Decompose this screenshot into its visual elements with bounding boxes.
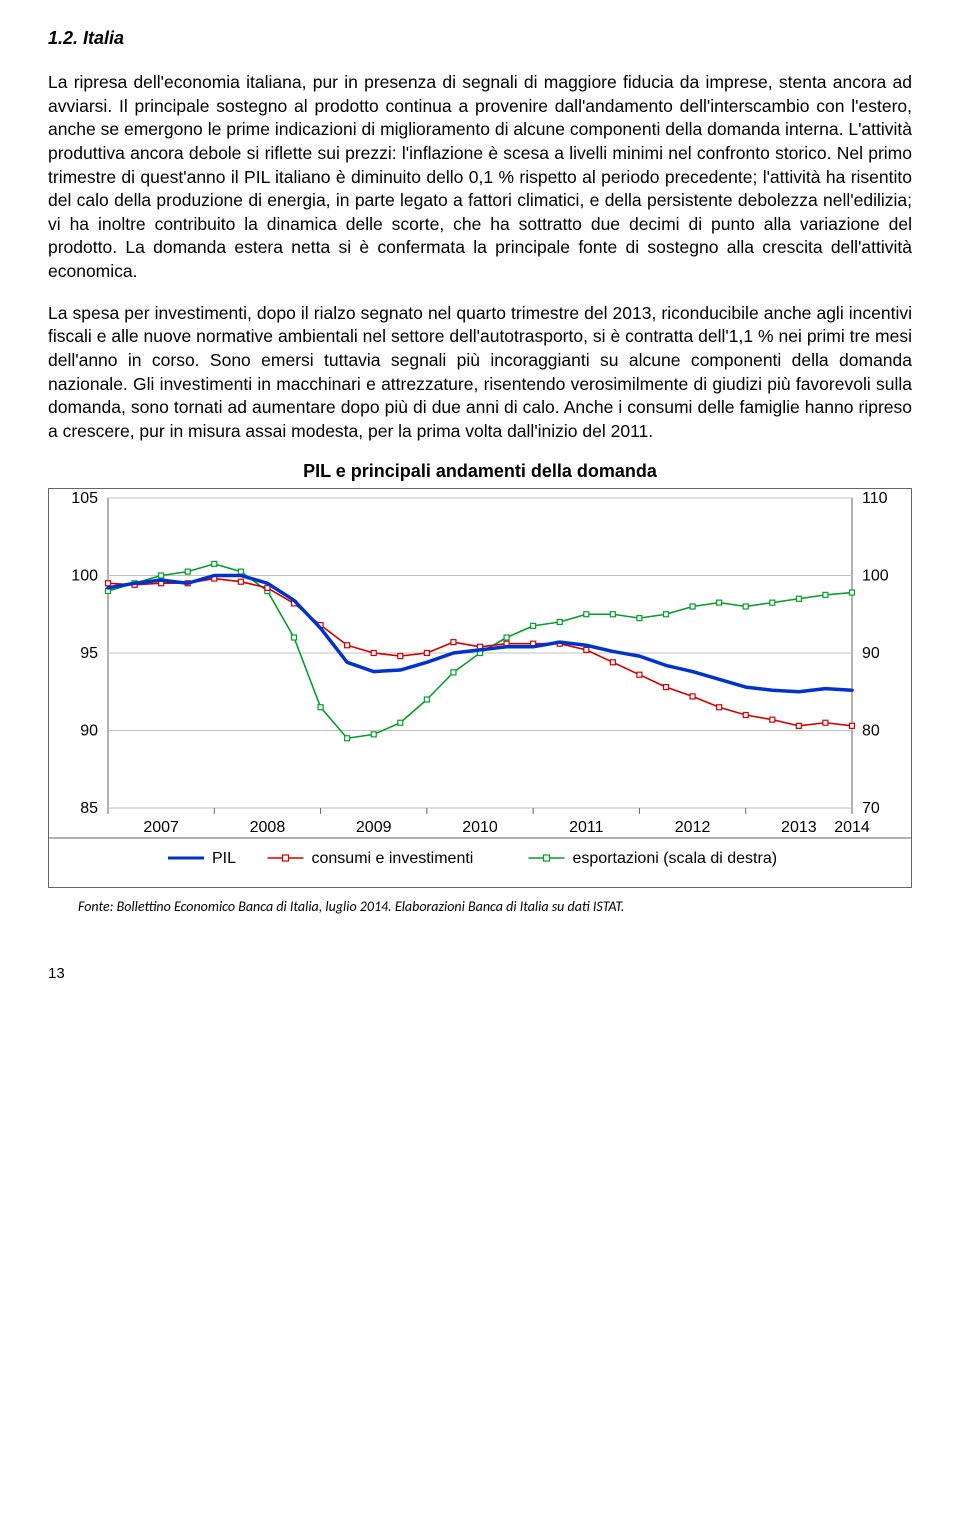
page-number: 13 bbox=[48, 965, 912, 982]
section-heading: 1.2. Italia bbox=[48, 28, 912, 49]
svg-text:80: 80 bbox=[862, 723, 880, 740]
svg-text:90: 90 bbox=[862, 645, 880, 662]
line-chart: 85 90 95 100 105 70 80 90 100 110 2007 2008 2009 2010… bbox=[48, 488, 912, 888]
svg-text:70: 70 bbox=[862, 800, 880, 817]
svg-text:consumi e investimenti: consumi e investimenti bbox=[312, 850, 474, 867]
svg-text:2012: 2012 bbox=[675, 819, 711, 836]
svg-text:85: 85 bbox=[80, 800, 98, 817]
svg-text:2013: 2013 bbox=[781, 819, 817, 836]
svg-text:2009: 2009 bbox=[356, 819, 392, 836]
svg-text:100: 100 bbox=[862, 568, 889, 585]
svg-text:110: 110 bbox=[862, 490, 888, 507]
svg-text:90: 90 bbox=[80, 723, 98, 740]
svg-text:95: 95 bbox=[80, 645, 98, 662]
svg-text:2011: 2011 bbox=[569, 819, 604, 836]
svg-text:2007: 2007 bbox=[143, 819, 179, 836]
svg-text:2008: 2008 bbox=[250, 819, 286, 836]
svg-text:105: 105 bbox=[71, 490, 98, 507]
svg-text:PIL: PIL bbox=[212, 850, 236, 867]
svg-text:2014: 2014 bbox=[834, 819, 870, 836]
paragraph-1: La ripresa dell'economia italiana, pur i… bbox=[48, 71, 912, 284]
svg-text:2010: 2010 bbox=[462, 819, 498, 836]
chart-title: PIL e principali andamenti della domanda bbox=[48, 461, 912, 482]
chart-source-note: Fonte: Bollettino Economico Banca di Ita… bbox=[48, 898, 912, 915]
svg-text:100: 100 bbox=[71, 568, 98, 585]
chart-container: 85 90 95 100 105 70 80 90 100 110 2007 2008 2009 2010… bbox=[48, 488, 912, 888]
svg-text:esportazioni (scala di destra): esportazioni (scala di destra) bbox=[573, 850, 778, 867]
paragraph-2: La spesa per investimenti, dopo il rialz… bbox=[48, 302, 912, 444]
